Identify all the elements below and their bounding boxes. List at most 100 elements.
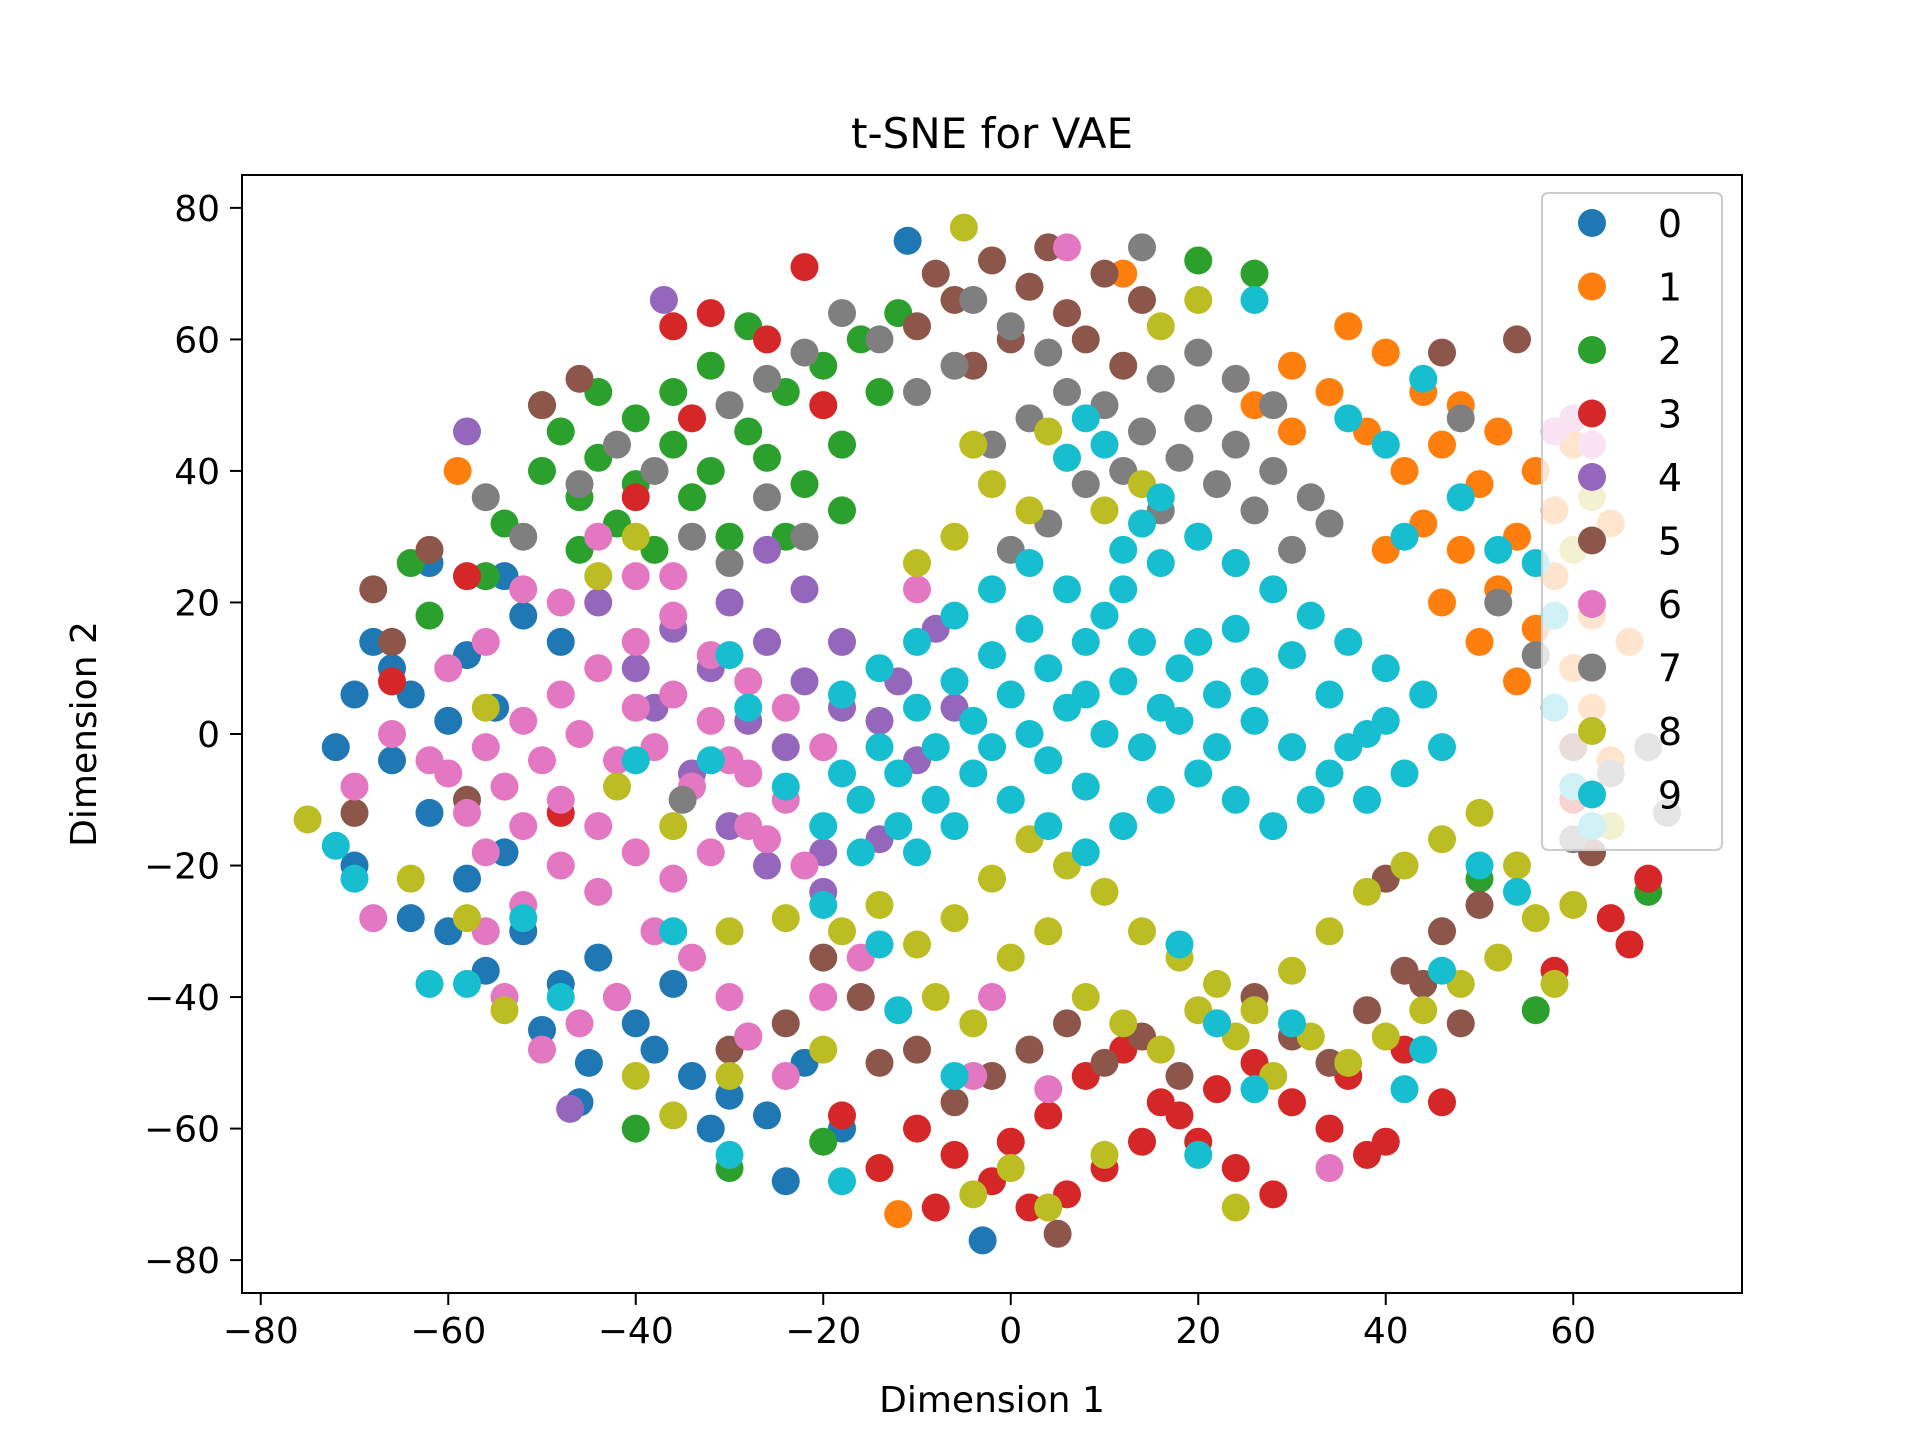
point-series-8	[996, 1154, 1025, 1183]
point-series-9	[1353, 720, 1381, 748]
point-series-8	[1465, 798, 1494, 827]
point-series-9	[1259, 575, 1288, 604]
point-series-8	[940, 904, 969, 933]
point-series-9	[940, 601, 969, 630]
point-series-9	[865, 930, 894, 959]
point-series-7	[1146, 364, 1175, 393]
point-series-9	[959, 759, 988, 788]
point-series-6	[471, 733, 500, 762]
x-axis-label: Dimension 1	[879, 1380, 1105, 1421]
point-series-1	[1428, 588, 1456, 617]
point-series-5	[1446, 1009, 1475, 1038]
point-series-9	[940, 1061, 969, 1090]
point-series-9	[1146, 483, 1175, 512]
point-series-6	[378, 720, 406, 748]
point-series-2	[865, 378, 894, 407]
legend-marker	[1578, 526, 1606, 555]
point-series-6	[696, 838, 725, 867]
point-series-3	[1203, 1075, 1231, 1104]
point-series-5	[1503, 325, 1531, 354]
point-series-0	[546, 627, 575, 656]
point-series-9	[1221, 549, 1250, 578]
point-series-3	[921, 1193, 950, 1222]
point-series-0	[378, 746, 406, 775]
point-series-7	[790, 522, 819, 551]
point-series-7	[603, 430, 631, 459]
point-series-2	[528, 456, 556, 485]
point-series-9	[734, 693, 763, 722]
point-series-9	[1090, 601, 1119, 630]
point-series-6	[753, 825, 781, 854]
point-series-6	[771, 1061, 800, 1090]
point-series-4	[649, 285, 678, 314]
point-series-8	[1034, 917, 1063, 946]
point-series-4	[753, 851, 781, 880]
point-series-9	[1034, 812, 1063, 841]
point-series-9	[1128, 509, 1156, 538]
chart-title: t-SNE for VAE	[851, 109, 1133, 158]
point-series-5	[978, 246, 1006, 275]
legend-label: 4	[1658, 456, 1682, 500]
point-series-8	[1128, 917, 1156, 946]
point-series-5	[528, 391, 556, 420]
point-series-5	[1090, 259, 1119, 288]
point-series-8	[1278, 956, 1306, 985]
legend-marker	[1578, 272, 1606, 301]
point-series-0	[396, 904, 425, 933]
point-series-2	[696, 351, 725, 380]
point-series-8	[1428, 825, 1456, 854]
point-series-4	[556, 1094, 585, 1123]
point-series-0	[753, 1101, 781, 1130]
point-series-9	[828, 1167, 856, 1196]
point-series-9	[1015, 614, 1044, 643]
point-series-1	[1465, 627, 1494, 656]
point-series-8	[1109, 1009, 1138, 1038]
point-series-3	[1278, 1088, 1306, 1117]
point-series-6	[546, 588, 575, 617]
point-series-9	[1146, 785, 1175, 814]
point-series-6	[809, 983, 838, 1012]
point-series-6	[528, 1035, 556, 1064]
point-series-8	[1203, 969, 1231, 998]
point-series-9	[1184, 627, 1213, 656]
point-series-0	[340, 680, 369, 709]
point-series-5	[1353, 996, 1381, 1025]
point-series-1	[1446, 535, 1475, 564]
point-series-9	[546, 983, 575, 1012]
legend-label: 6	[1658, 583, 1682, 627]
point-series-9	[1184, 522, 1213, 551]
point-series-7	[565, 470, 594, 499]
point-series-8	[1353, 877, 1381, 906]
point-series-7	[753, 364, 781, 393]
point-series-6	[659, 864, 688, 893]
point-series-3	[378, 667, 406, 696]
point-series-9	[1109, 575, 1138, 604]
point-series-9	[1090, 720, 1119, 748]
point-series-6	[415, 746, 444, 775]
point-series-7	[1221, 364, 1250, 393]
point-series-3	[940, 1140, 969, 1169]
point-series-9	[321, 831, 350, 860]
point-series-7	[509, 522, 538, 551]
x-tick-label: −20	[785, 1311, 861, 1352]
point-series-8	[1390, 851, 1419, 880]
point-series-8	[1034, 417, 1063, 446]
point-series-9	[1484, 535, 1513, 564]
point-series-0	[453, 864, 481, 893]
point-series-6	[509, 575, 538, 604]
point-series-6	[659, 562, 688, 591]
point-series-8	[1184, 285, 1213, 314]
point-series-7	[828, 299, 856, 328]
point-series-9	[1240, 285, 1269, 314]
point-series-0	[434, 706, 463, 735]
point-series-8	[959, 1009, 988, 1038]
point-series-5	[340, 798, 369, 827]
point-series-7	[1296, 483, 1325, 512]
point-series-6	[359, 904, 388, 933]
x-tick-label: 0	[999, 1311, 1022, 1352]
point-series-3	[1259, 1180, 1288, 1209]
point-series-7	[903, 378, 931, 407]
point-series-2	[546, 417, 575, 446]
point-series-9	[1128, 733, 1156, 762]
point-series-6	[1034, 1075, 1063, 1104]
